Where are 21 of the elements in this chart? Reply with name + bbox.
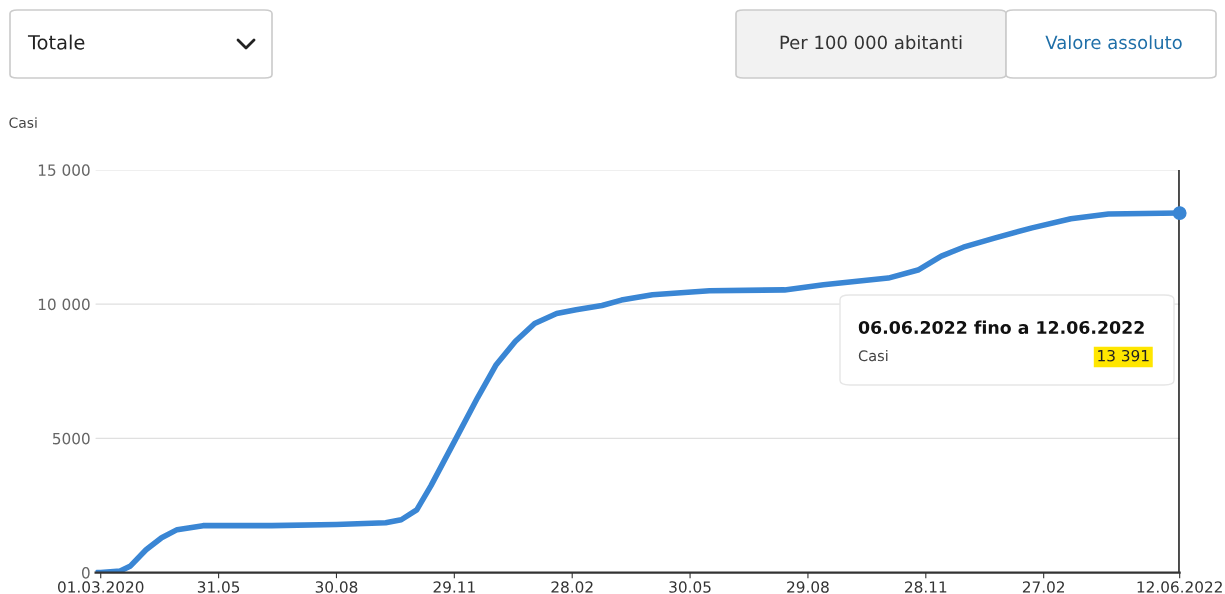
text: Valore assoluto — [1045, 35, 1182, 50]
y-axis-title: Casi — [9, 117, 37, 128]
x-tick-label: 28.11 — [905, 581, 947, 593]
x-tick-label: 30.05 — [669, 581, 711, 593]
x-tick-label: 28.02 — [551, 581, 593, 593]
text: Totale — [27, 34, 85, 50]
y-tick-label: 0 — [81, 567, 90, 579]
text: Per 100 000 abitanti — [780, 35, 962, 50]
x-tick-label: 30.08 — [315, 581, 358, 593]
annotation: 13 391 — [1098, 349, 1149, 362]
y-tick-label: 15 000 — [38, 164, 90, 176]
y-tick-label: 5000 — [52, 432, 90, 445]
y-tick-label: 10 000 — [38, 298, 90, 311]
x-tick-label: 29.11 — [433, 581, 475, 593]
x-tick-label: 29.08 — [787, 581, 829, 593]
x-tick-label: 31.05 — [197, 581, 240, 593]
x-tick-label: 27.02 — [1022, 581, 1065, 593]
x-tick-label: 01.03.2020 — [58, 581, 144, 593]
annotation: Casi — [858, 349, 888, 362]
x-tick-label: 12.06.2022 — [1137, 581, 1222, 593]
annotation: 06.06.2022 fino a 12.06.2022 — [858, 320, 1144, 335]
